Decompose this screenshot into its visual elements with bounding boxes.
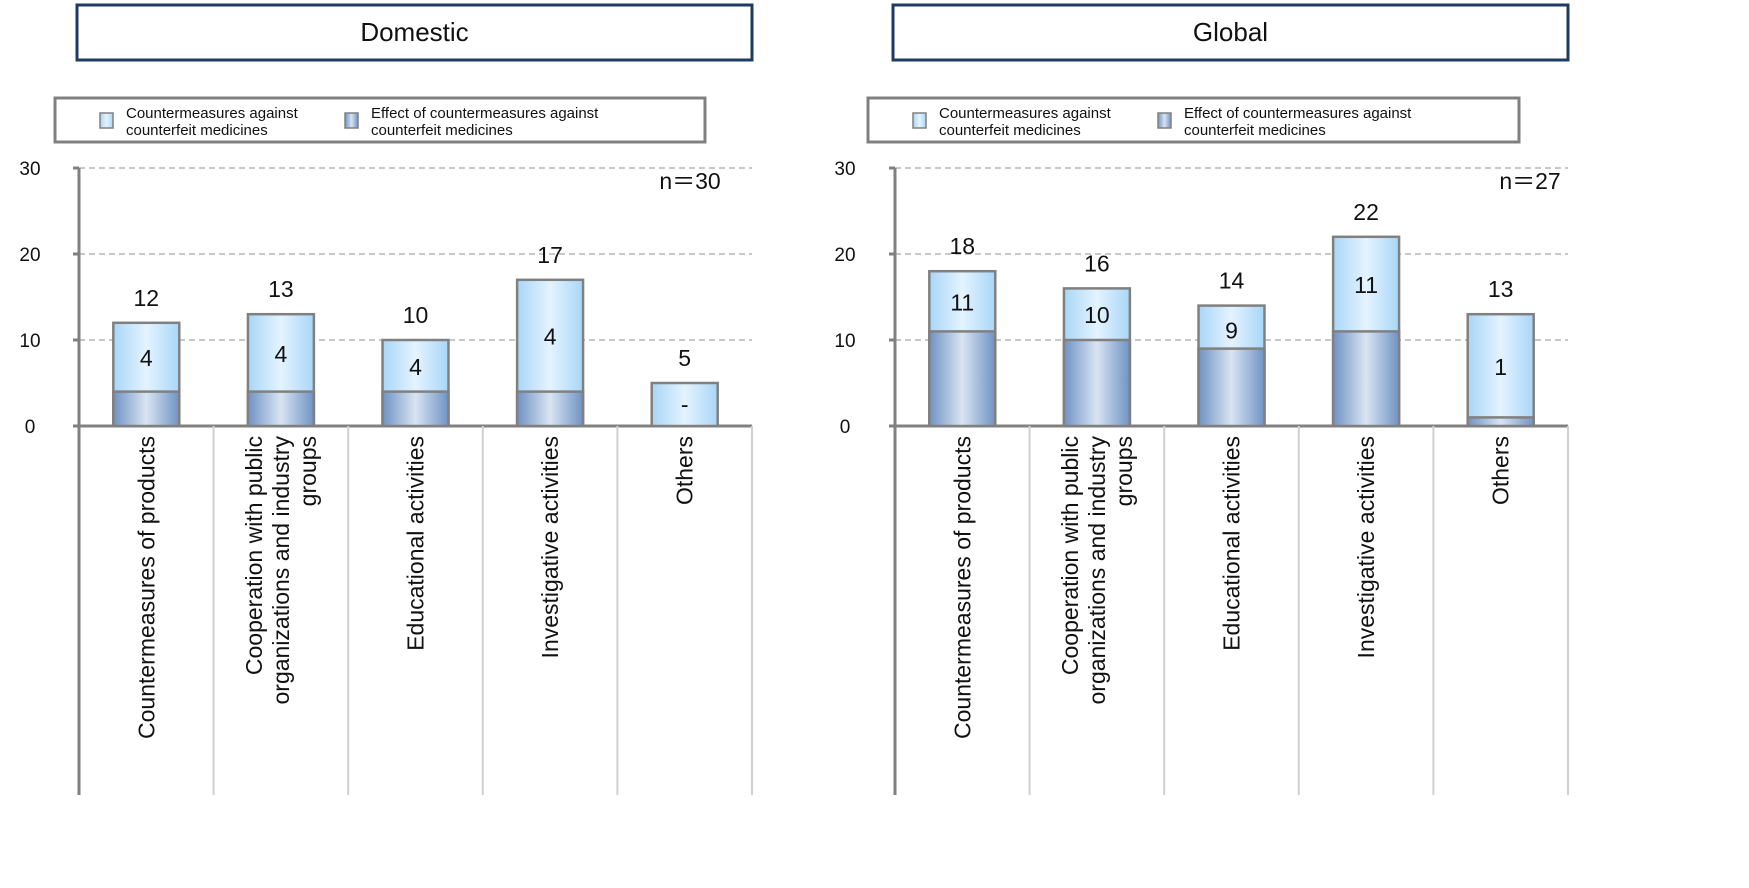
category-label: Countermeasures of products (949, 436, 975, 739)
data-label-series-1: 13 (268, 276, 294, 302)
category-label: Cooperation with public (1057, 436, 1083, 675)
bar-series-2 (246, 390, 316, 428)
category-label: Others (1488, 436, 1514, 505)
data-label-series-2: 4 (275, 341, 288, 367)
category-label: groups (295, 436, 321, 506)
category-label: Investigative activities (1353, 436, 1379, 658)
category-label: Cooperation with public (241, 436, 267, 675)
y-tick-label: 20 (19, 245, 40, 266)
legend-label-series-1: Countermeasures against (126, 105, 299, 122)
legend-label-series-1: Countermeasures against (939, 105, 1112, 122)
category-label: organizations and industry (1084, 436, 1110, 705)
bar-series-2 (1331, 330, 1401, 428)
legend-label-series-2: counterfeit medicines (1184, 122, 1326, 139)
data-label-series-1: 10 (403, 302, 429, 328)
sample-size-label: n＝30 (659, 168, 720, 194)
bar-series-2 (515, 390, 585, 428)
category-label: Countermeasures of products (133, 436, 159, 739)
y-tick-label: 10 (834, 331, 855, 352)
y-tick-label: 20 (834, 245, 855, 266)
data-label-series-2: 11 (1354, 272, 1378, 298)
legend-swatch-series-1 (99, 112, 114, 129)
y-tick-label: 0 (25, 417, 36, 438)
legend-label-series-1: counterfeit medicines (939, 122, 1081, 139)
data-label-series-1: 16 (1084, 250, 1110, 276)
legend-box (866, 96, 1521, 144)
data-label-series-1: 14 (1219, 268, 1245, 294)
data-label-series-1: 22 (1353, 199, 1379, 225)
legend-label-series-2: Effect of countermeasures against (1184, 105, 1412, 122)
bar-series-1 (1466, 312, 1535, 428)
category-label: Investigative activities (537, 436, 563, 658)
data-label-series-2: 10 (1084, 302, 1110, 328)
data-label-series-2: - (681, 392, 689, 418)
y-tick-label: 30 (834, 159, 855, 180)
y-tick-label: 0 (840, 417, 851, 438)
data-label-series-1: 18 (950, 233, 976, 259)
category-label: Educational activities (1219, 436, 1245, 651)
legend-label-series-2: counterfeit medicines (371, 122, 513, 139)
chart-title-box (75, 3, 754, 62)
data-label-series-1: 13 (1488, 276, 1514, 302)
bar-series-2 (112, 390, 181, 428)
data-label-series-2: 11 (950, 289, 974, 315)
data-label-series-2: 4 (140, 345, 153, 371)
bar-series-2 (1466, 416, 1535, 428)
bar-series-1 (650, 381, 719, 428)
category-label: groups (1111, 436, 1137, 506)
chart-title: Domestic (360, 17, 468, 47)
category-label: organizations and industry (268, 436, 294, 705)
bar-series-2 (381, 390, 450, 428)
y-tick-label: 10 (19, 331, 40, 352)
bar-series-2 (1062, 338, 1132, 428)
legend-swatch-series-1 (912, 112, 927, 129)
data-label-series-1: 5 (678, 345, 691, 371)
legend-swatch-series-2 (1157, 112, 1172, 129)
data-label-series-2: 1 (1494, 354, 1507, 380)
y-tick-label: 30 (19, 159, 40, 180)
bar-series-2 (1197, 347, 1266, 428)
data-label-series-1: 17 (537, 242, 563, 268)
data-label-series-2: 4 (544, 324, 557, 350)
data-label-series-2: 4 (409, 354, 422, 380)
sample-size-label: n＝27 (1499, 168, 1560, 194)
data-label-series-1: 12 (134, 285, 160, 311)
legend-box (53, 96, 707, 144)
legend-label-series-1: counterfeit medicines (126, 122, 268, 139)
data-label-series-2: 9 (1225, 318, 1238, 344)
category-label: Educational activities (403, 436, 429, 651)
chart-title: Global (1193, 17, 1268, 47)
legend-label-series-2: Effect of countermeasures against (371, 105, 599, 122)
chart-title-box (891, 3, 1570, 62)
legend-swatch-series-2 (344, 112, 359, 129)
bar-series-2 (928, 330, 997, 428)
category-label: Others (672, 436, 698, 505)
